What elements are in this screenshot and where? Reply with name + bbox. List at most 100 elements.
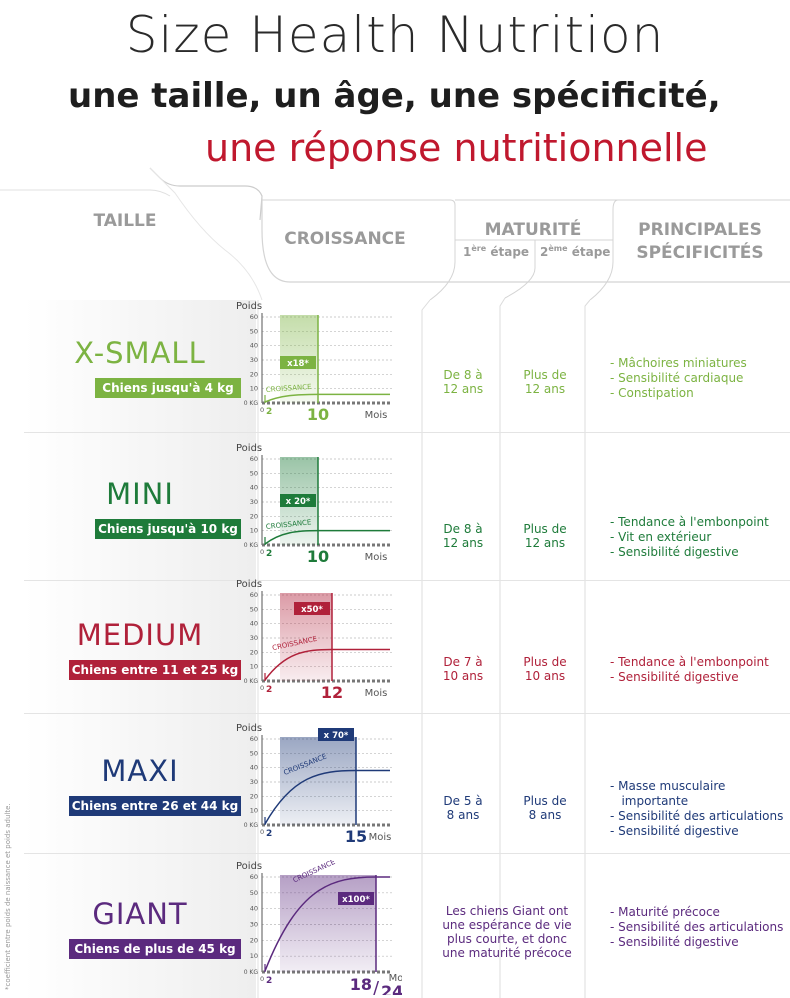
chart-multiplier-badge (318, 728, 354, 741)
chart-zero: 0 (260, 975, 264, 983)
chart-ylabel: Poids (236, 301, 262, 312)
chart-ytick: 40 (250, 905, 258, 913)
specificity-item: - Sensibilité digestive (610, 670, 739, 684)
specificity-item: - Tendance à l'embonpoint (610, 655, 769, 669)
chart-growth-curve (264, 648, 390, 681)
chart-multiplier-badge (338, 892, 374, 905)
page-title: Size Health Nutrition (125, 6, 665, 64)
maturity-line: De 7 à (443, 655, 483, 669)
specificity-item: - Sensibilité digestive (610, 935, 739, 949)
maturity-stage2: Plus de 10 ans (510, 655, 580, 683)
chart-ytick: 0 KG (244, 400, 259, 407)
maturity-line: Plus de (523, 794, 567, 808)
chart-multiplier: x18* (287, 359, 309, 369)
chart-maturity-month: 10 (307, 547, 329, 566)
chart-ytick: 50 (250, 605, 258, 613)
chart-ytick: 60 (250, 873, 258, 881)
chart-zero: 0 (260, 684, 264, 692)
chart-maturity-month: 18 (350, 975, 372, 994)
chart-xunit: Mois (389, 973, 402, 984)
chart-start-month: 2 (266, 549, 272, 559)
specificity-item: - Sensibilité des articulations (610, 920, 784, 934)
row-background (24, 300, 256, 432)
size-weight-badge: Chiens entre 11 et 25 kg (69, 659, 241, 680)
chart-maturity-month: 12 (321, 683, 343, 702)
specificity-item: - Tendance à l'embonpoint (610, 515, 769, 529)
chart-ytick: 10 (250, 527, 258, 535)
page-subtitle-red: une réponse nutritionnelle (205, 126, 708, 170)
maturity-line: 12 ans (524, 536, 566, 550)
giant-maturity-note: Les chiens Giant ont une espérance de vie… (432, 904, 582, 960)
chart-ytick: 40 (250, 620, 258, 628)
size-row: GIANT Chiens de plus de 45 kg (24, 853, 790, 998)
chart-ytick: 40 (250, 764, 258, 772)
maturity-line: 8 ans (446, 808, 480, 822)
chart-ytick: 20 (250, 936, 258, 944)
specificity-item: - Sensibilité des articulations (610, 809, 784, 823)
size-row: MINI Chiens jusqu'à 10 kg (24, 432, 790, 580)
maturity-line: De 8 à (443, 522, 483, 536)
chart-multiplier: x100* (342, 895, 370, 905)
chart-start-month: 2 (266, 829, 272, 839)
chart-curve-label: CROISSANCE (266, 383, 312, 394)
chart-ytick: 40 (250, 484, 258, 492)
col-header-maturite: MATURITÉ (484, 220, 582, 240)
maturity-stage1: De 8 à 12 ans (430, 522, 496, 550)
chart-ytick: 0 KG (244, 542, 259, 549)
maturity-line: Plus de (523, 655, 567, 669)
chart-multiplier-badge (294, 602, 330, 615)
size-name: X-SMALL (74, 336, 206, 370)
chart-multiplier-badge (280, 494, 316, 507)
chart-ytick: 50 (250, 889, 258, 897)
chart-ytick: 50 (250, 749, 258, 757)
size-weight-badge: Chiens entre 26 et 44 kg (69, 796, 241, 816)
chart-maturity-month: 15 (345, 827, 367, 846)
size-row: X-SMALL Chiens jusqu'à 4 kg (24, 300, 790, 432)
chart-xunit: Mois (365, 552, 388, 563)
chart-xunit: Mois (365, 410, 388, 421)
chart-ytick: 60 (250, 455, 258, 463)
chart-ytick: 0 KG (244, 822, 259, 829)
chart-ylabel: Poids (236, 723, 262, 734)
chart-ytick: 0 KG (244, 678, 259, 685)
chart-growth-curve (264, 769, 390, 825)
chart-ytick: 10 (250, 663, 258, 671)
footnote: *coefficient entre poids de naissance et… (4, 803, 12, 990)
page-subtitle: une taille, un âge, une spécificité, (68, 76, 721, 116)
chart-maturity-sep: / (373, 978, 380, 995)
maturity-stage2: Plus de 12 ans (510, 522, 580, 550)
specificity-item: - Sensibilité cardiaque (610, 371, 744, 385)
maturity-line: 10 ans (442, 669, 484, 683)
maturity-stage1: De 8 à 12 ans (430, 368, 496, 396)
row-background (24, 581, 256, 713)
maturity-line: 8 ans (528, 808, 562, 822)
chart-start-month: 2 (266, 407, 272, 417)
chart-growth-curve (264, 393, 390, 403)
chart-ytick: 20 (250, 792, 258, 800)
chart-growth-zone (280, 875, 376, 972)
maturity-line: Plus de (523, 522, 567, 536)
specificity-item: importante (610, 794, 689, 808)
specificity-item: - Sensibilité digestive (610, 545, 739, 559)
col-header-specificites: PRINCIPALES SPÉCIFICITÉS (636, 220, 764, 263)
col-header-etape1: 1ère étape (463, 244, 530, 259)
size-weight-badge: Chiens jusqu'à 4 kg (95, 378, 241, 398)
specificities-list: - Tendance à l'embonpoint - Sensibilité d… (610, 655, 769, 685)
chart-ytick: 10 (250, 952, 258, 960)
chart-ytick: 30 (250, 498, 258, 506)
maturity-line: 12 ans (524, 382, 566, 396)
row-background (24, 854, 256, 998)
giant-note-line: Les chiens Giant ont (445, 904, 569, 918)
chart-ytick: 10 (250, 385, 258, 393)
col-header-croissance: CROISSANCE (284, 229, 406, 249)
specificity-item: - Sensibilité digestive (610, 824, 739, 838)
size-row: MAXI Chiens entre 26 et 44 kg (24, 713, 790, 853)
chart-multiplier: x50* (301, 605, 323, 615)
chart-zero: 0 (260, 548, 264, 556)
specificity-item: - Maturité précoce (610, 905, 720, 919)
size-weight-badge: Chiens de plus de 45 kg (69, 938, 241, 959)
chart-ytick: 20 (250, 370, 258, 378)
